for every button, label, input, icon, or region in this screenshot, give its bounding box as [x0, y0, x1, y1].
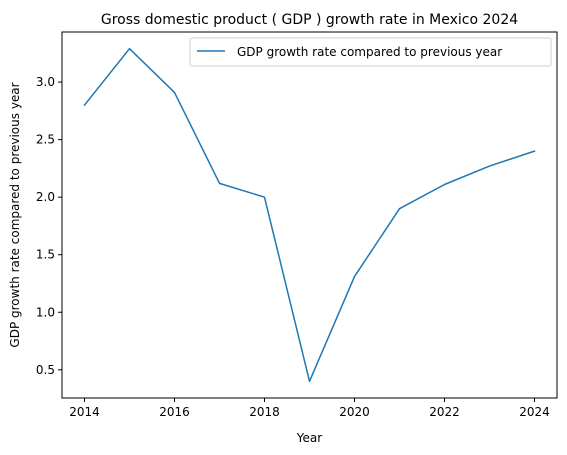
- legend: GDP growth rate compared to previous yea…: [189, 37, 552, 67]
- x-axis-label: Year: [296, 431, 322, 445]
- series-layer: [83, 47, 536, 383]
- x-tick-label: 2014: [69, 405, 100, 419]
- legend-label: GDP growth rate compared to previous yea…: [237, 45, 502, 59]
- x-tick-label: 2020: [339, 405, 370, 419]
- x-tick-label: 2022: [429, 405, 460, 419]
- y-tick-label: 0.5: [36, 363, 55, 377]
- x-tick-label: 2024: [519, 405, 550, 419]
- plot-frame: [61, 31, 558, 399]
- y-tick-label: 3.0: [36, 75, 55, 89]
- y-tick-label: 2.5: [36, 133, 55, 147]
- legend-box: [189, 37, 552, 67]
- chart-title: Gross domestic product ( GDP ) growth ra…: [101, 12, 518, 28]
- x-tick-label: 2016: [159, 405, 190, 419]
- y-tick-label: 1.5: [36, 248, 55, 262]
- x-tick-label: 2018: [249, 405, 280, 419]
- y-tick-label: 2.0: [36, 190, 55, 204]
- series-line: [83, 47, 536, 383]
- y-axis: 0.5 1.0 1.5 2.0 2.5 3.0: [36, 75, 62, 377]
- y-tick-label: 1.0: [36, 305, 55, 319]
- y-axis-label: GDP growth rate compared to previous yea…: [8, 82, 22, 347]
- x-axis: 2014 2016 2018 2020 2022 2024: [69, 398, 550, 419]
